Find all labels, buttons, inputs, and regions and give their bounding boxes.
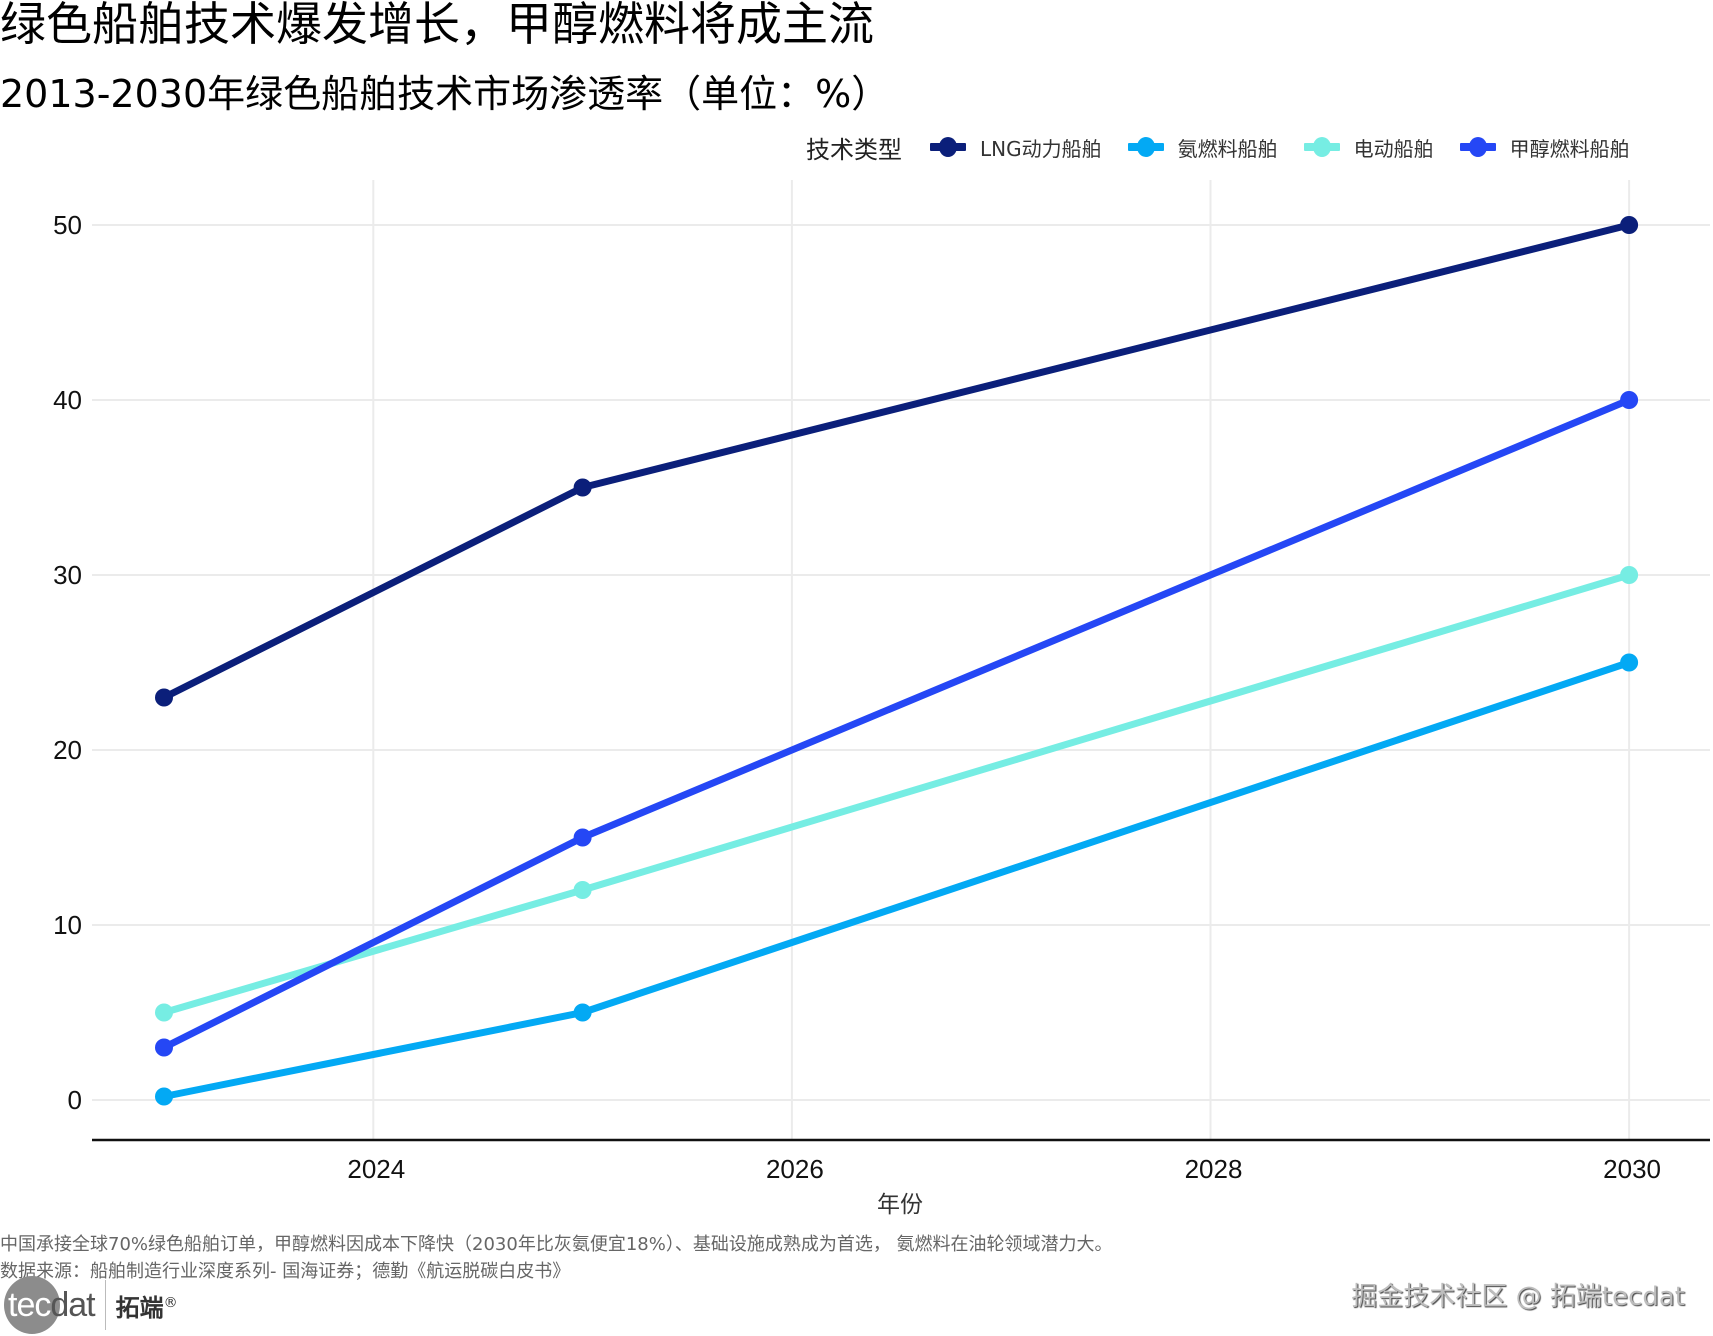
data-point — [573, 828, 592, 847]
data-point — [155, 688, 173, 707]
data-point — [573, 478, 592, 497]
y-tick-label: 0 — [68, 1085, 82, 1115]
legend-label: LNG动力船舶 — [980, 136, 1102, 161]
x-tick-label: 2026 — [766, 1154, 824, 1184]
watermark: 掘金技术社区 @ 拓端tecdat — [1351, 1282, 1685, 1312]
logo-text-dat: dat — [50, 1285, 95, 1324]
x-axis-title: 年份 — [877, 1192, 923, 1218]
footnote: 中国承接全球70%绿色船舶订单，甲醇燃料因成本下降快（2030年比灰氨便宜18%… — [0, 1234, 1113, 1255]
data-point — [1620, 653, 1639, 672]
tecdat-logo: tecdat 拓端® — [4, 1276, 178, 1334]
legend-title: 技术类型 — [806, 135, 902, 164]
y-tick-label: 30 — [53, 560, 82, 590]
data-point — [573, 1003, 592, 1022]
legend-key-icon — [1303, 137, 1340, 157]
series-line — [160, 659, 1633, 1100]
data-point — [1620, 566, 1639, 584]
legend-label: 甲醇燃料船舶 — [1509, 136, 1630, 161]
y-tick-label: 50 — [53, 210, 82, 240]
legend-label: 电动船舶 — [1353, 136, 1434, 161]
series-points — [155, 216, 1639, 1106]
registered-mark: ® — [163, 1294, 178, 1311]
series-line — [160, 221, 1633, 701]
legend-item: LNG动力船舶 — [930, 133, 1102, 162]
legend-item: 氨燃料船舶 — [1127, 133, 1278, 162]
legend-key-icon — [1459, 137, 1496, 157]
logo-circle — [4, 1276, 60, 1334]
logo-text-tec: tec — [8, 1285, 51, 1324]
data-point — [1620, 391, 1639, 409]
logo-chinese: 拓端® — [116, 1288, 178, 1323]
data-source: 数据来源：船舶制造行业深度系列- 国海证券；德勤《航运脱碳白皮书》 — [0, 1261, 571, 1282]
legend-key-icon — [930, 137, 966, 157]
logo-text: tecdat — [4, 1285, 96, 1325]
y-tick-label: 10 — [53, 910, 82, 940]
legend-item: 电动船舶 — [1303, 133, 1434, 162]
chart-title: 绿色船舶技术爆发增长，甲醇燃料将成主流 — [0, 0, 874, 51]
chart-subtitle: 2013-2030年绿色船舶技术市场渗透率（单位：%） — [0, 72, 890, 116]
logo-divider — [104, 1280, 106, 1330]
x-tick-label: 2028 — [1185, 1154, 1243, 1184]
x-tick-label: 2024 — [347, 1154, 405, 1184]
legend-item: 甲醇燃料船舶 — [1459, 133, 1630, 162]
data-point — [155, 1087, 173, 1106]
y-tick-label: 40 — [53, 385, 82, 415]
legend-label: 氨燃料船舶 — [1177, 136, 1278, 161]
logo-cn-text: 拓端 — [115, 1293, 164, 1322]
series-line — [160, 571, 1633, 1016]
data-point — [1620, 216, 1639, 234]
gridlines — [92, 180, 1710, 1140]
legend: 技术类型 LNG动力船舶 氨燃料船舶 电动船舶 甲醇燃料船舶 — [806, 132, 1656, 164]
series-lines — [160, 221, 1633, 1100]
data-point — [573, 881, 592, 899]
y-tick-label: 20 — [53, 735, 82, 765]
data-point — [155, 1038, 173, 1057]
legend-key-icon — [1127, 137, 1164, 157]
data-point — [155, 1003, 173, 1022]
x-tick-label: 2030 — [1603, 1154, 1661, 1184]
